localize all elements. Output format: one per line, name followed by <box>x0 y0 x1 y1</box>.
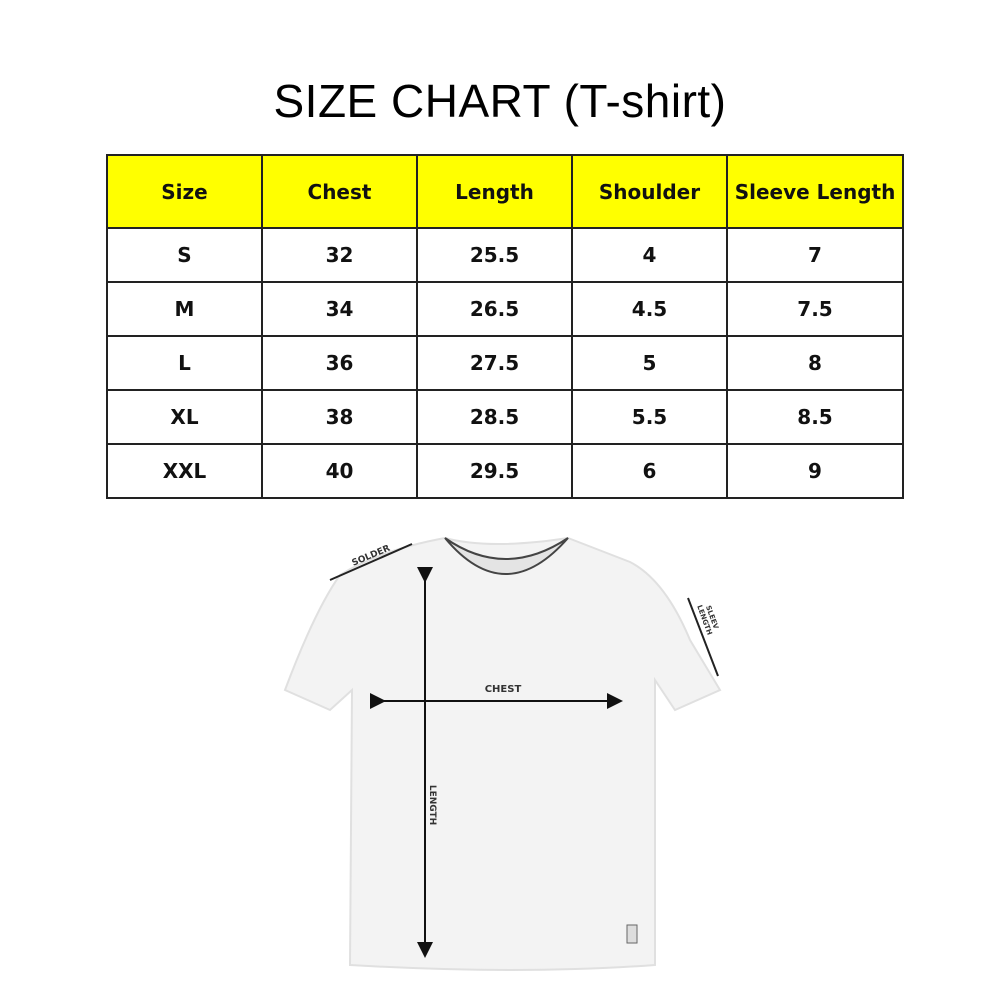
table-cell: 4 <box>571 227 728 283</box>
table-row: XXL 40 29.5 6 9 <box>106 443 904 499</box>
shoulder-measure-line <box>329 543 413 581</box>
table-cell: 36 <box>261 335 418 391</box>
table-cell: 7.5 <box>726 281 904 337</box>
table-cell: 8 <box>726 335 904 391</box>
table-cell: 9 <box>726 443 904 499</box>
length-label: LENGTH <box>427 785 437 825</box>
table-cell: 5 <box>571 335 728 391</box>
table-cell: 40 <box>261 443 418 499</box>
table-cell: 38 <box>261 389 418 445</box>
page-title: SIZE CHART (T-shirt) <box>273 75 727 127</box>
table-cell: 29.5 <box>416 443 573 499</box>
table-cell: 27.5 <box>416 335 573 391</box>
column-header: Chest <box>261 154 418 229</box>
size-chart-table: Size Chest Length Shoulder Sleeve Length S 32… <box>106 154 904 499</box>
column-header: Shoulder <box>571 154 728 229</box>
table-cell: 26.5 <box>416 281 573 337</box>
svg-text:LENGTH: LENGTH <box>427 785 437 825</box>
table-cell: 32 <box>261 227 418 283</box>
table-row: M 34 26.5 4.5 7.5 <box>106 281 904 337</box>
column-header: Sleeve Length <box>726 154 904 229</box>
column-header: Size <box>106 154 263 229</box>
tshirt-tag-logo <box>626 924 638 944</box>
table-cell: XXL <box>106 443 263 499</box>
table-row: XL 38 28.5 5.5 8.5 <box>106 389 904 445</box>
table-row: S 32 25.5 4 7 <box>106 227 904 283</box>
table-cell: 4.5 <box>571 281 728 337</box>
table-row: L 36 27.5 5 8 <box>106 335 904 391</box>
sleeve-measure-line <box>687 597 719 677</box>
tshirt-collar <box>444 537 569 575</box>
table-cell: XL <box>106 389 263 445</box>
table-header-row: Size Chest Length Shoulder Sleeve Length <box>106 154 904 229</box>
table-cell: M <box>106 281 263 337</box>
table-cell: S <box>106 227 263 283</box>
chest-label: CHEST <box>485 684 522 695</box>
sleeve-label: SLEEV LENGTH <box>695 604 720 636</box>
table-cell: 8.5 <box>726 389 904 445</box>
table-cell: 7 <box>726 227 904 283</box>
table-cell: 28.5 <box>416 389 573 445</box>
column-header: Length <box>416 154 573 229</box>
tshirt-shape <box>283 536 722 971</box>
table-cell: 25.5 <box>416 227 573 283</box>
table-cell: L <box>106 335 263 391</box>
table-cell: 5.5 <box>571 389 728 445</box>
table-cell: 34 <box>261 281 418 337</box>
table-cell: 6 <box>571 443 728 499</box>
tshirt-measurement-diagram: SOLDER LENGTH CHEST SLEEV LENGTH <box>283 536 722 971</box>
